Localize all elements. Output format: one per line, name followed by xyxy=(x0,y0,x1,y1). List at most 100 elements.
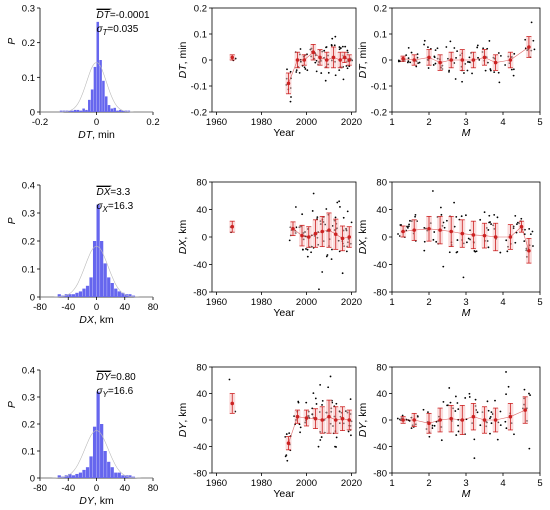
histogram-bar xyxy=(113,107,116,112)
x-axis-label: M xyxy=(462,307,471,319)
scatter-point xyxy=(335,402,338,405)
scatter-point xyxy=(490,422,493,425)
y-axis-label: DT, min xyxy=(357,41,369,78)
scatter-point xyxy=(408,419,411,422)
scatter-point xyxy=(415,65,418,68)
histogram-bar xyxy=(102,80,105,112)
scatter-point xyxy=(479,218,482,221)
scatter-point xyxy=(434,62,437,65)
x-tick-label: 2020 xyxy=(341,478,362,489)
x-tick-label: 5 xyxy=(537,478,542,489)
histogram-bar xyxy=(117,472,121,478)
histogram-bar xyxy=(90,89,94,112)
scatter-point xyxy=(401,414,404,417)
scatter-point xyxy=(445,46,448,48)
scatter-point xyxy=(499,251,502,254)
y-tick-label: -40 xyxy=(193,260,207,271)
scatter-point xyxy=(338,46,341,48)
y-tick-label: 0.1 xyxy=(374,30,387,41)
scatter-point xyxy=(414,213,417,216)
scatter-point xyxy=(453,225,456,228)
scatter-point xyxy=(529,394,532,397)
histogram-bar xyxy=(75,473,79,478)
scatter-point xyxy=(427,67,430,69)
y-tick-label: -40 xyxy=(373,260,387,271)
scatter-point xyxy=(505,371,507,373)
scatter-point xyxy=(418,61,421,64)
histogram-bar xyxy=(89,456,93,478)
x-tick-label: 40 xyxy=(119,302,130,313)
histogram-bar xyxy=(85,109,88,112)
histogram-bar xyxy=(121,110,125,112)
scatter-point xyxy=(504,420,507,423)
scatter-point xyxy=(479,424,482,427)
scatter-point xyxy=(457,430,460,433)
scatter-point xyxy=(465,241,468,244)
scatter-point xyxy=(336,201,339,204)
histogram-bar xyxy=(107,277,111,297)
x-tick-label: 0 xyxy=(94,117,99,128)
scatter-point xyxy=(476,44,479,47)
sigma-subscript: T xyxy=(103,28,109,37)
scatter-point xyxy=(434,49,437,52)
scatter-point xyxy=(306,248,309,251)
histogram-bar xyxy=(114,288,118,297)
histogram-bar xyxy=(100,241,104,297)
scatter-point xyxy=(456,50,459,53)
scatter-point xyxy=(440,439,443,442)
scatter-point xyxy=(331,37,334,40)
normal-fit-curve xyxy=(40,245,153,298)
histogram-bar xyxy=(64,475,68,478)
scatter-point xyxy=(306,255,309,258)
x-axis-label: M xyxy=(462,127,471,139)
scatter-point xyxy=(338,48,341,51)
y-tick-label: 80 xyxy=(196,363,207,374)
scatter-point xyxy=(433,424,436,427)
histogram-bar xyxy=(100,424,104,478)
histogram-bar xyxy=(82,108,85,112)
y-tick-label: 0.4 xyxy=(22,366,35,377)
scatter-point xyxy=(427,46,429,49)
scatter-point xyxy=(493,71,496,74)
scatter-point xyxy=(473,250,476,252)
scatter-point xyxy=(317,445,320,448)
sigma-subscript: X xyxy=(102,205,109,214)
x-tick-label: 4 xyxy=(500,297,505,308)
scatter-point xyxy=(405,54,408,56)
x-tick-label: 4 xyxy=(500,117,505,128)
sigma-value: =16.3 xyxy=(108,201,134,212)
y-tick-label: 0 xyxy=(202,56,207,67)
y-axis-label: DX, km xyxy=(357,220,369,255)
scatter-point xyxy=(475,250,478,253)
scatter-point xyxy=(422,408,425,411)
scatter-point xyxy=(288,239,291,242)
mean-annotation: DX=3.3 xyxy=(97,187,131,198)
x-tick-label: 3 xyxy=(463,297,468,308)
histogram-bar xyxy=(78,291,83,297)
scatter-point xyxy=(315,70,318,73)
scatter-point xyxy=(350,221,353,224)
histogram-bar xyxy=(119,109,122,112)
scatter-point xyxy=(457,424,459,427)
scatter-point xyxy=(286,459,289,462)
scatter-point xyxy=(482,47,485,50)
scatter-point xyxy=(338,69,341,72)
x-tick-label: 80 xyxy=(148,302,159,313)
dx-year-panel: 1960 1980 2000 2020 -80 -40 0 40 80 DX, km Year xyxy=(177,178,362,320)
scatter-point xyxy=(311,210,314,212)
x-axis-label: Year xyxy=(273,488,295,500)
scatter-point xyxy=(327,71,330,74)
histogram-bar xyxy=(76,109,80,112)
scatter-point xyxy=(341,45,344,48)
histogram-bar xyxy=(107,461,111,478)
x-axis-label: Year xyxy=(273,307,295,319)
y-tick-label: 0.3 xyxy=(22,209,35,220)
sigma-annotation: σT=0.035 xyxy=(97,24,139,37)
x-axis-variable: DT xyxy=(78,129,94,141)
scatter-point xyxy=(350,434,352,437)
histogram-bar xyxy=(92,241,97,297)
scatter-point xyxy=(454,78,457,80)
scatter-point xyxy=(497,52,500,54)
histogram-bar xyxy=(71,294,76,297)
scatter-point xyxy=(327,386,330,389)
